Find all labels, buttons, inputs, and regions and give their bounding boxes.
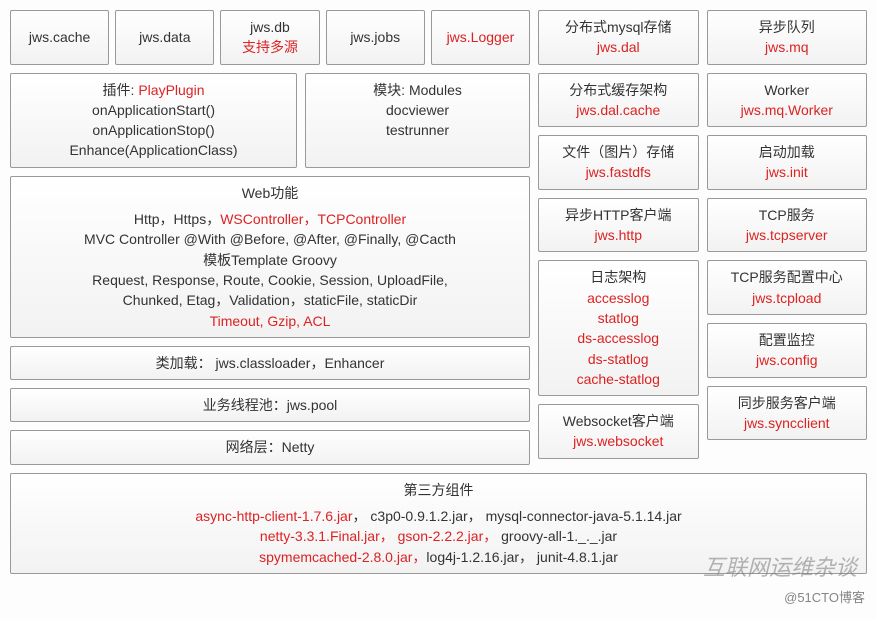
box-config: 配置监控jws.config [707,323,868,378]
label: jws.data [124,27,205,47]
box-http: 异步HTTP客户端jws.http [538,198,699,253]
label: jws.Logger [440,27,521,47]
box-jws-cache: jws.cache [10,10,109,65]
plugin-line2: onApplicationStart() [19,100,288,120]
far-column: 异步队列jws.mq Workerjws.mq.Worker 启动加载jws.i… [707,10,868,465]
label: 网络层：Netty [226,439,315,455]
box-jws-db: jws.db 支持多源 [220,10,319,65]
plugin-line4: Enhance(ApplicationClass) [19,140,288,160]
web-r2: MVC Controller @With @Before, @After, @F… [19,229,521,249]
box-plugin: 插件: PlayPlugin onApplicationStart() onAp… [10,73,297,168]
box-classloader: 类加载： jws.classloader，Enhancer [10,346,530,380]
box-jws-jobs: jws.jobs [326,10,425,65]
diagram-root: jws.cache jws.data jws.db 支持多源 jws.jobs … [10,10,867,465]
label: 类加载： jws.classloader，Enhancer [156,355,385,371]
box-thirdparty: 第三方组件 async-http-client-1.7.6.jar， c3p0-… [10,473,867,574]
web-r1: Http，Https，WSController，TCPController [19,209,521,229]
box-fastdfs: 文件（图片）存储jws.fastdfs [538,135,699,190]
plugin-modules-row: 插件: PlayPlugin onApplicationStart() onAp… [10,73,530,168]
thirdparty-r2: netty-3.3.1.Final.jar， gson-2.2.2.jar， g… [19,526,858,546]
box-worker: Workerjws.mq.Worker [707,73,868,128]
plugin-line3: onApplicationStop() [19,120,288,140]
web-r5: Chunked, Etag，Validation，staticFile, sta… [19,290,521,310]
box-jws-data: jws.data [115,10,214,65]
box-pool: 业务线程池：jws.pool [10,388,530,422]
left-column: jws.cache jws.data jws.db 支持多源 jws.jobs … [10,10,530,465]
web-r3: 模板Template Groovy [19,250,521,270]
box-netty: 网络层：Netty [10,430,530,464]
web-r6: Timeout, Gzip, ACL [19,311,521,331]
web-r4: Request, Response, Route, Cookie, Sessio… [19,270,521,290]
sublabel: 支持多源 [229,37,310,57]
mid-column: 分布式mysql存储jws.dal 分布式缓存架构jws.dal.cache 文… [538,10,699,465]
label: 业务线程池：jws.pool [203,397,338,413]
thirdparty-r1: async-http-client-1.7.6.jar， c3p0-0.9.1.… [19,506,858,526]
top-module-row: jws.cache jws.data jws.db 支持多源 jws.jobs … [10,10,530,65]
modules-line3: testrunner [314,120,521,140]
box-jws-logger: jws.Logger [431,10,530,65]
box-mysql: 分布式mysql存储jws.dal [538,10,699,65]
box-tcpload: TCP服务配置中心jws.tcpload [707,260,868,315]
box-log: 日志架构 accesslog statlog ds-accesslog ds-s… [538,260,699,396]
box-init: 启动加载jws.init [707,135,868,190]
box-cache: 分布式缓存架构jws.dal.cache [538,73,699,128]
label: jws.db [229,17,310,37]
label: jws.cache [19,27,100,47]
web-title: Web功能 [19,183,521,203]
thirdparty-r3: spymemcached-2.8.0.jar，log4j-1.2.16.jar，… [19,547,858,567]
box-websocket: Websocket客户端jws.websocket [538,404,699,459]
box-web: Web功能 Http，Https，WSController，TCPControl… [10,176,530,338]
box-tcpserver: TCP服务jws.tcpserver [707,198,868,253]
box-modules: 模块: Modules docviewer testrunner [305,73,530,168]
box-mq: 异步队列jws.mq [707,10,868,65]
label: jws.jobs [335,27,416,47]
box-syncclient: 同步服务客户端jws.syncclient [707,386,868,441]
thirdparty-title: 第三方组件 [19,480,858,500]
watermark-source: @51CTO博客 [784,587,865,606]
right-columns: 分布式mysql存储jws.dal 分布式缓存架构jws.dal.cache 文… [538,10,867,465]
modules-line1: 模块: Modules [314,80,521,100]
plugin-line1: 插件: PlayPlugin [19,80,288,100]
modules-line2: docviewer [314,100,521,120]
